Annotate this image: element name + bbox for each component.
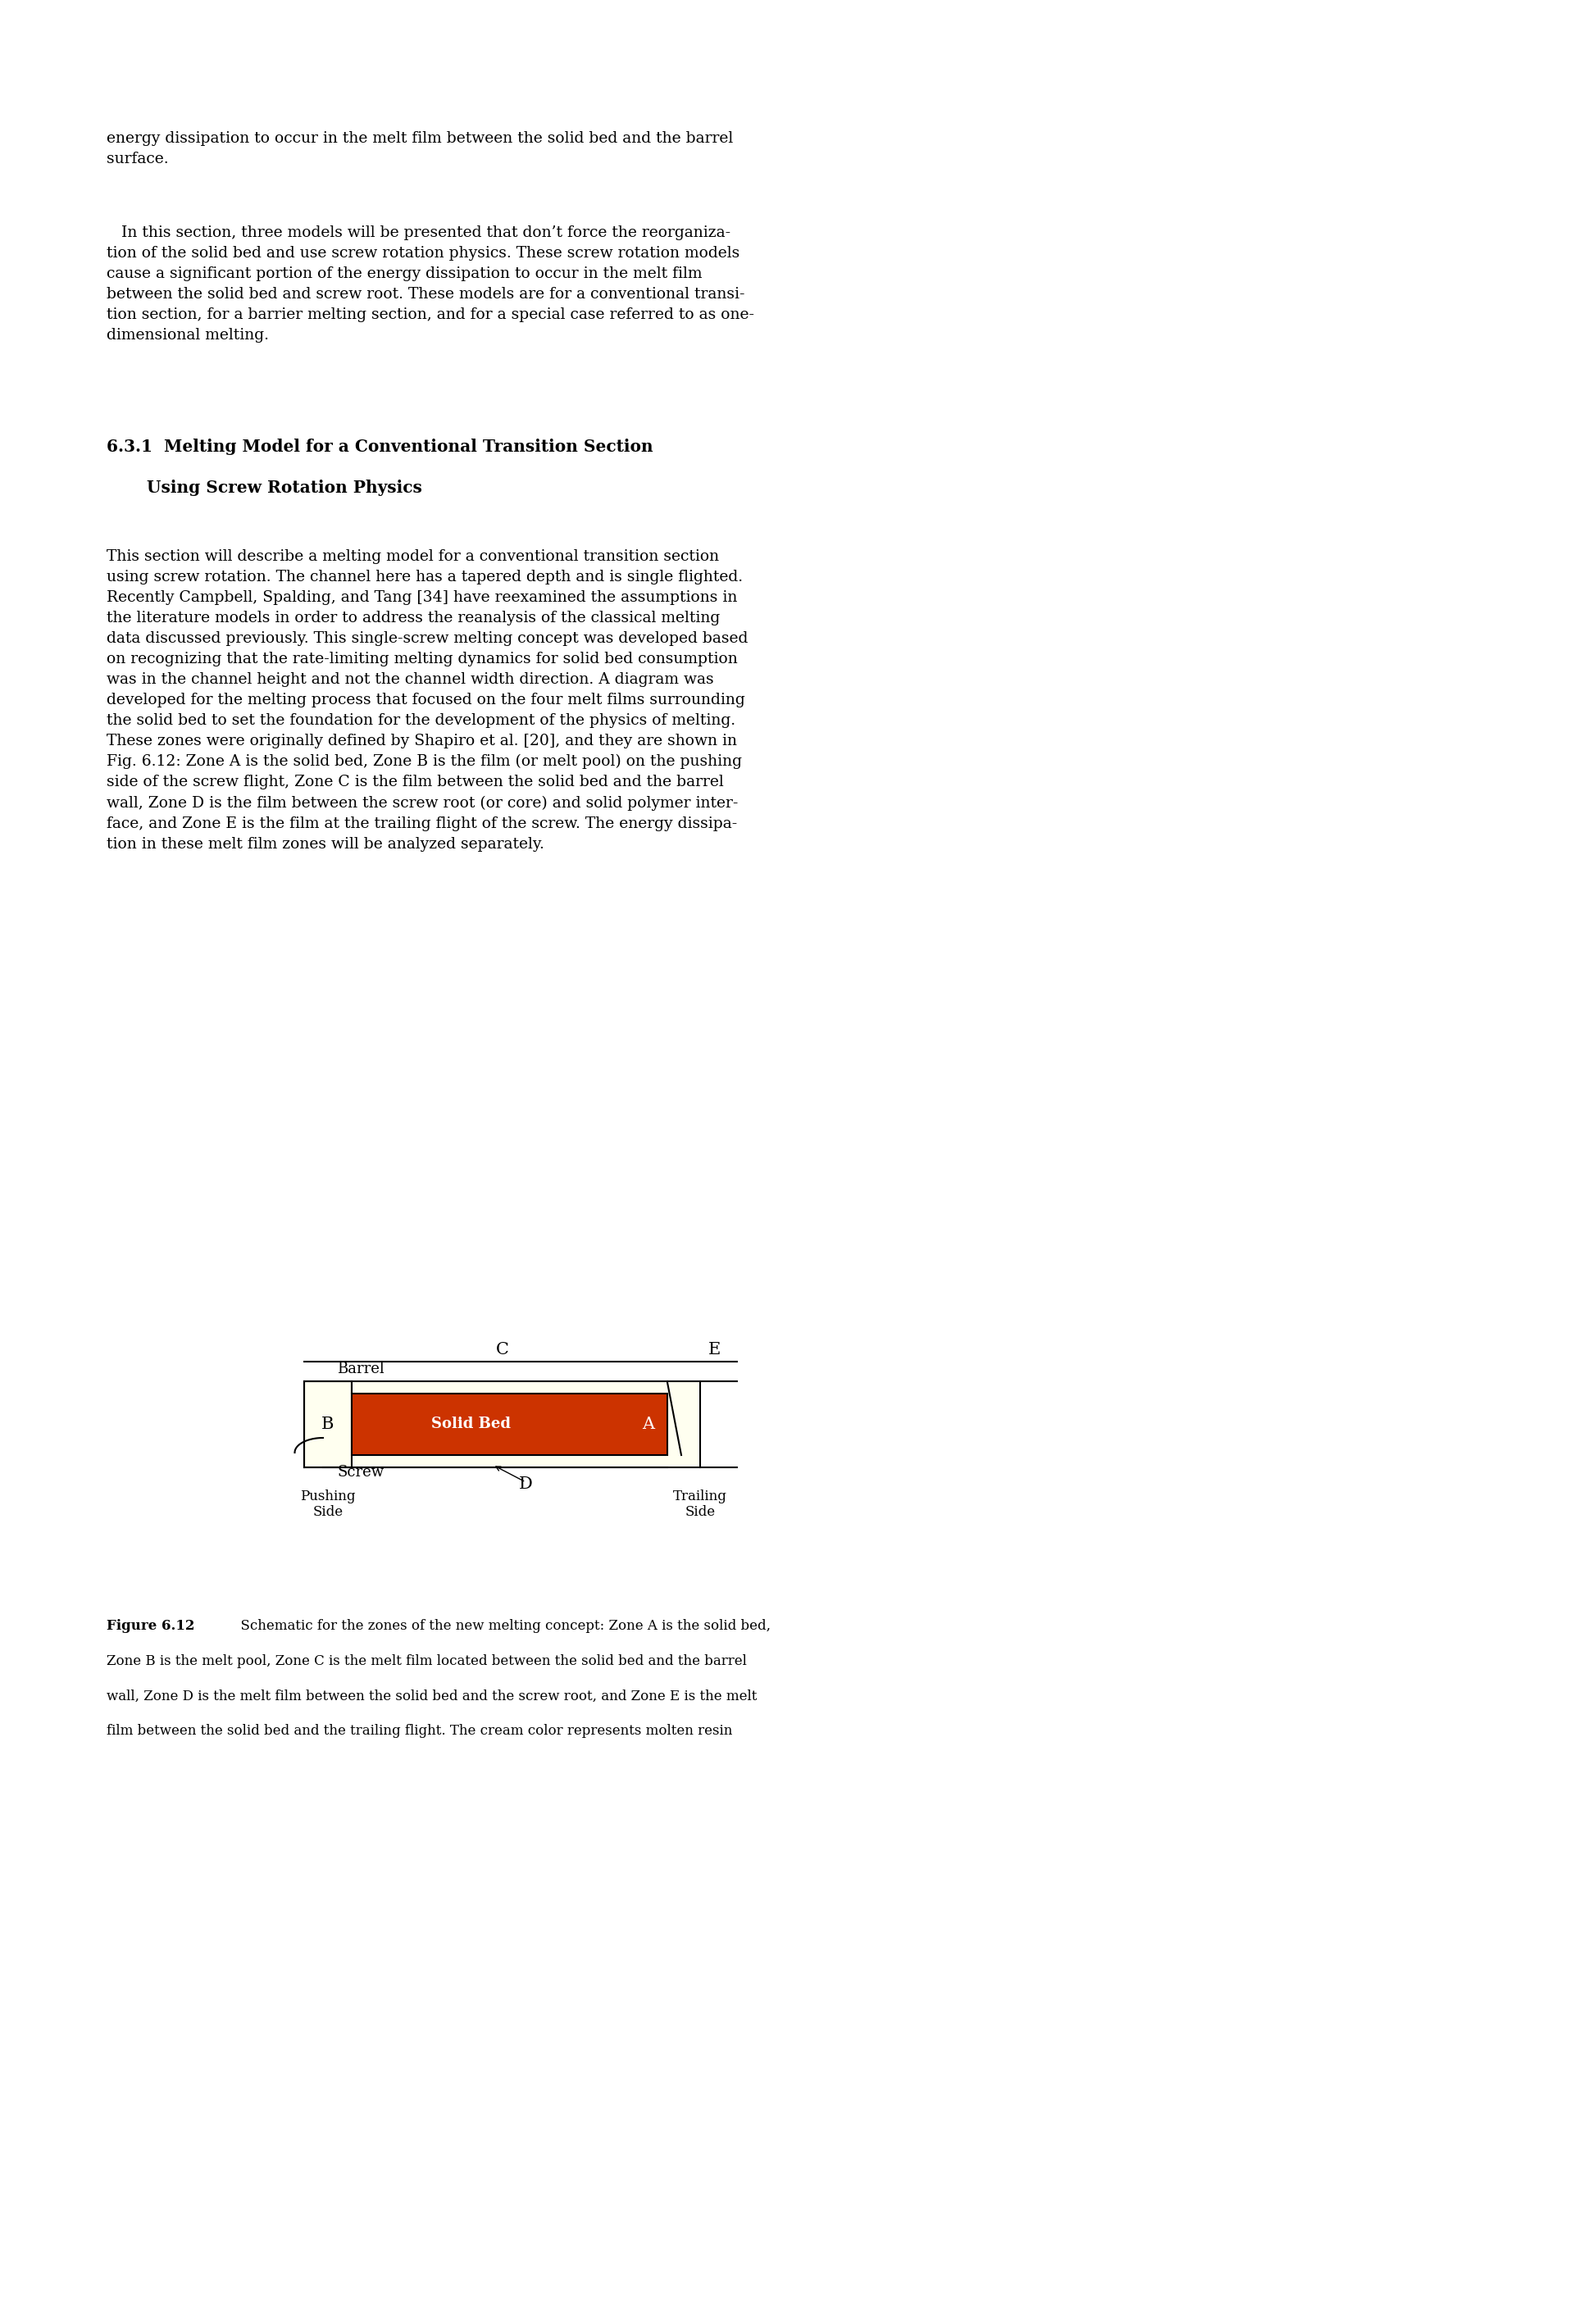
Text: 204: 204 (60, 21, 106, 42)
Text: In this section, three models will be presented that don’t force the reorganiza-: In this section, three models will be pr… (106, 225, 755, 342)
Text: 6.3.1  Melting Model for a Conventional Transition Section: 6.3.1 Melting Model for a Conventional T… (106, 439, 654, 456)
Text: film between the solid bed and the trailing flight. The cream color represents m: film between the solid bed and the trail… (106, 1724, 733, 1738)
Text: wall, Zone D is the melt film between the solid bed and the screw root, and Zone: wall, Zone D is the melt film between th… (106, 1690, 756, 1703)
Text: Using Screw Rotation Physics: Using Screw Rotation Physics (106, 479, 422, 495)
Text: B: B (322, 1418, 335, 1432)
Text: Trailing
Side: Trailing Side (673, 1490, 728, 1520)
Text: A: A (643, 1418, 654, 1432)
Text: Zone B is the melt pool, Zone C is the melt film located between the solid bed a: Zone B is the melt pool, Zone C is the m… (106, 1655, 747, 1669)
Text: energy dissipation to occur in the melt film between the solid bed and the barre: energy dissipation to occur in the melt … (106, 130, 733, 167)
Bar (351, 1394, 668, 1455)
Bar (305, 1380, 351, 1466)
Text: C: C (496, 1341, 508, 1357)
Text: Screw: Screw (338, 1464, 384, 1480)
Text: Barrel: Barrel (338, 1362, 385, 1376)
Text: E: E (707, 1341, 720, 1357)
Text: This section will describe a melting model for a conventional transition section: This section will describe a melting mod… (106, 548, 748, 851)
Text: Pushing
Side: Pushing Side (300, 1490, 355, 1520)
Text: Figure 6.12: Figure 6.12 (106, 1620, 194, 1634)
Bar (351, 1455, 668, 1466)
Text: D: D (519, 1476, 532, 1492)
Bar (668, 1380, 699, 1466)
Text: Schematic for the zones of the new melting concept: Zone A is the solid bed,: Schematic for the zones of the new melti… (232, 1620, 771, 1634)
Bar (351, 1380, 668, 1394)
Text: 6  The Melting Process: 6 The Melting Process (189, 21, 466, 42)
Text: Solid Bed: Solid Bed (431, 1418, 512, 1432)
